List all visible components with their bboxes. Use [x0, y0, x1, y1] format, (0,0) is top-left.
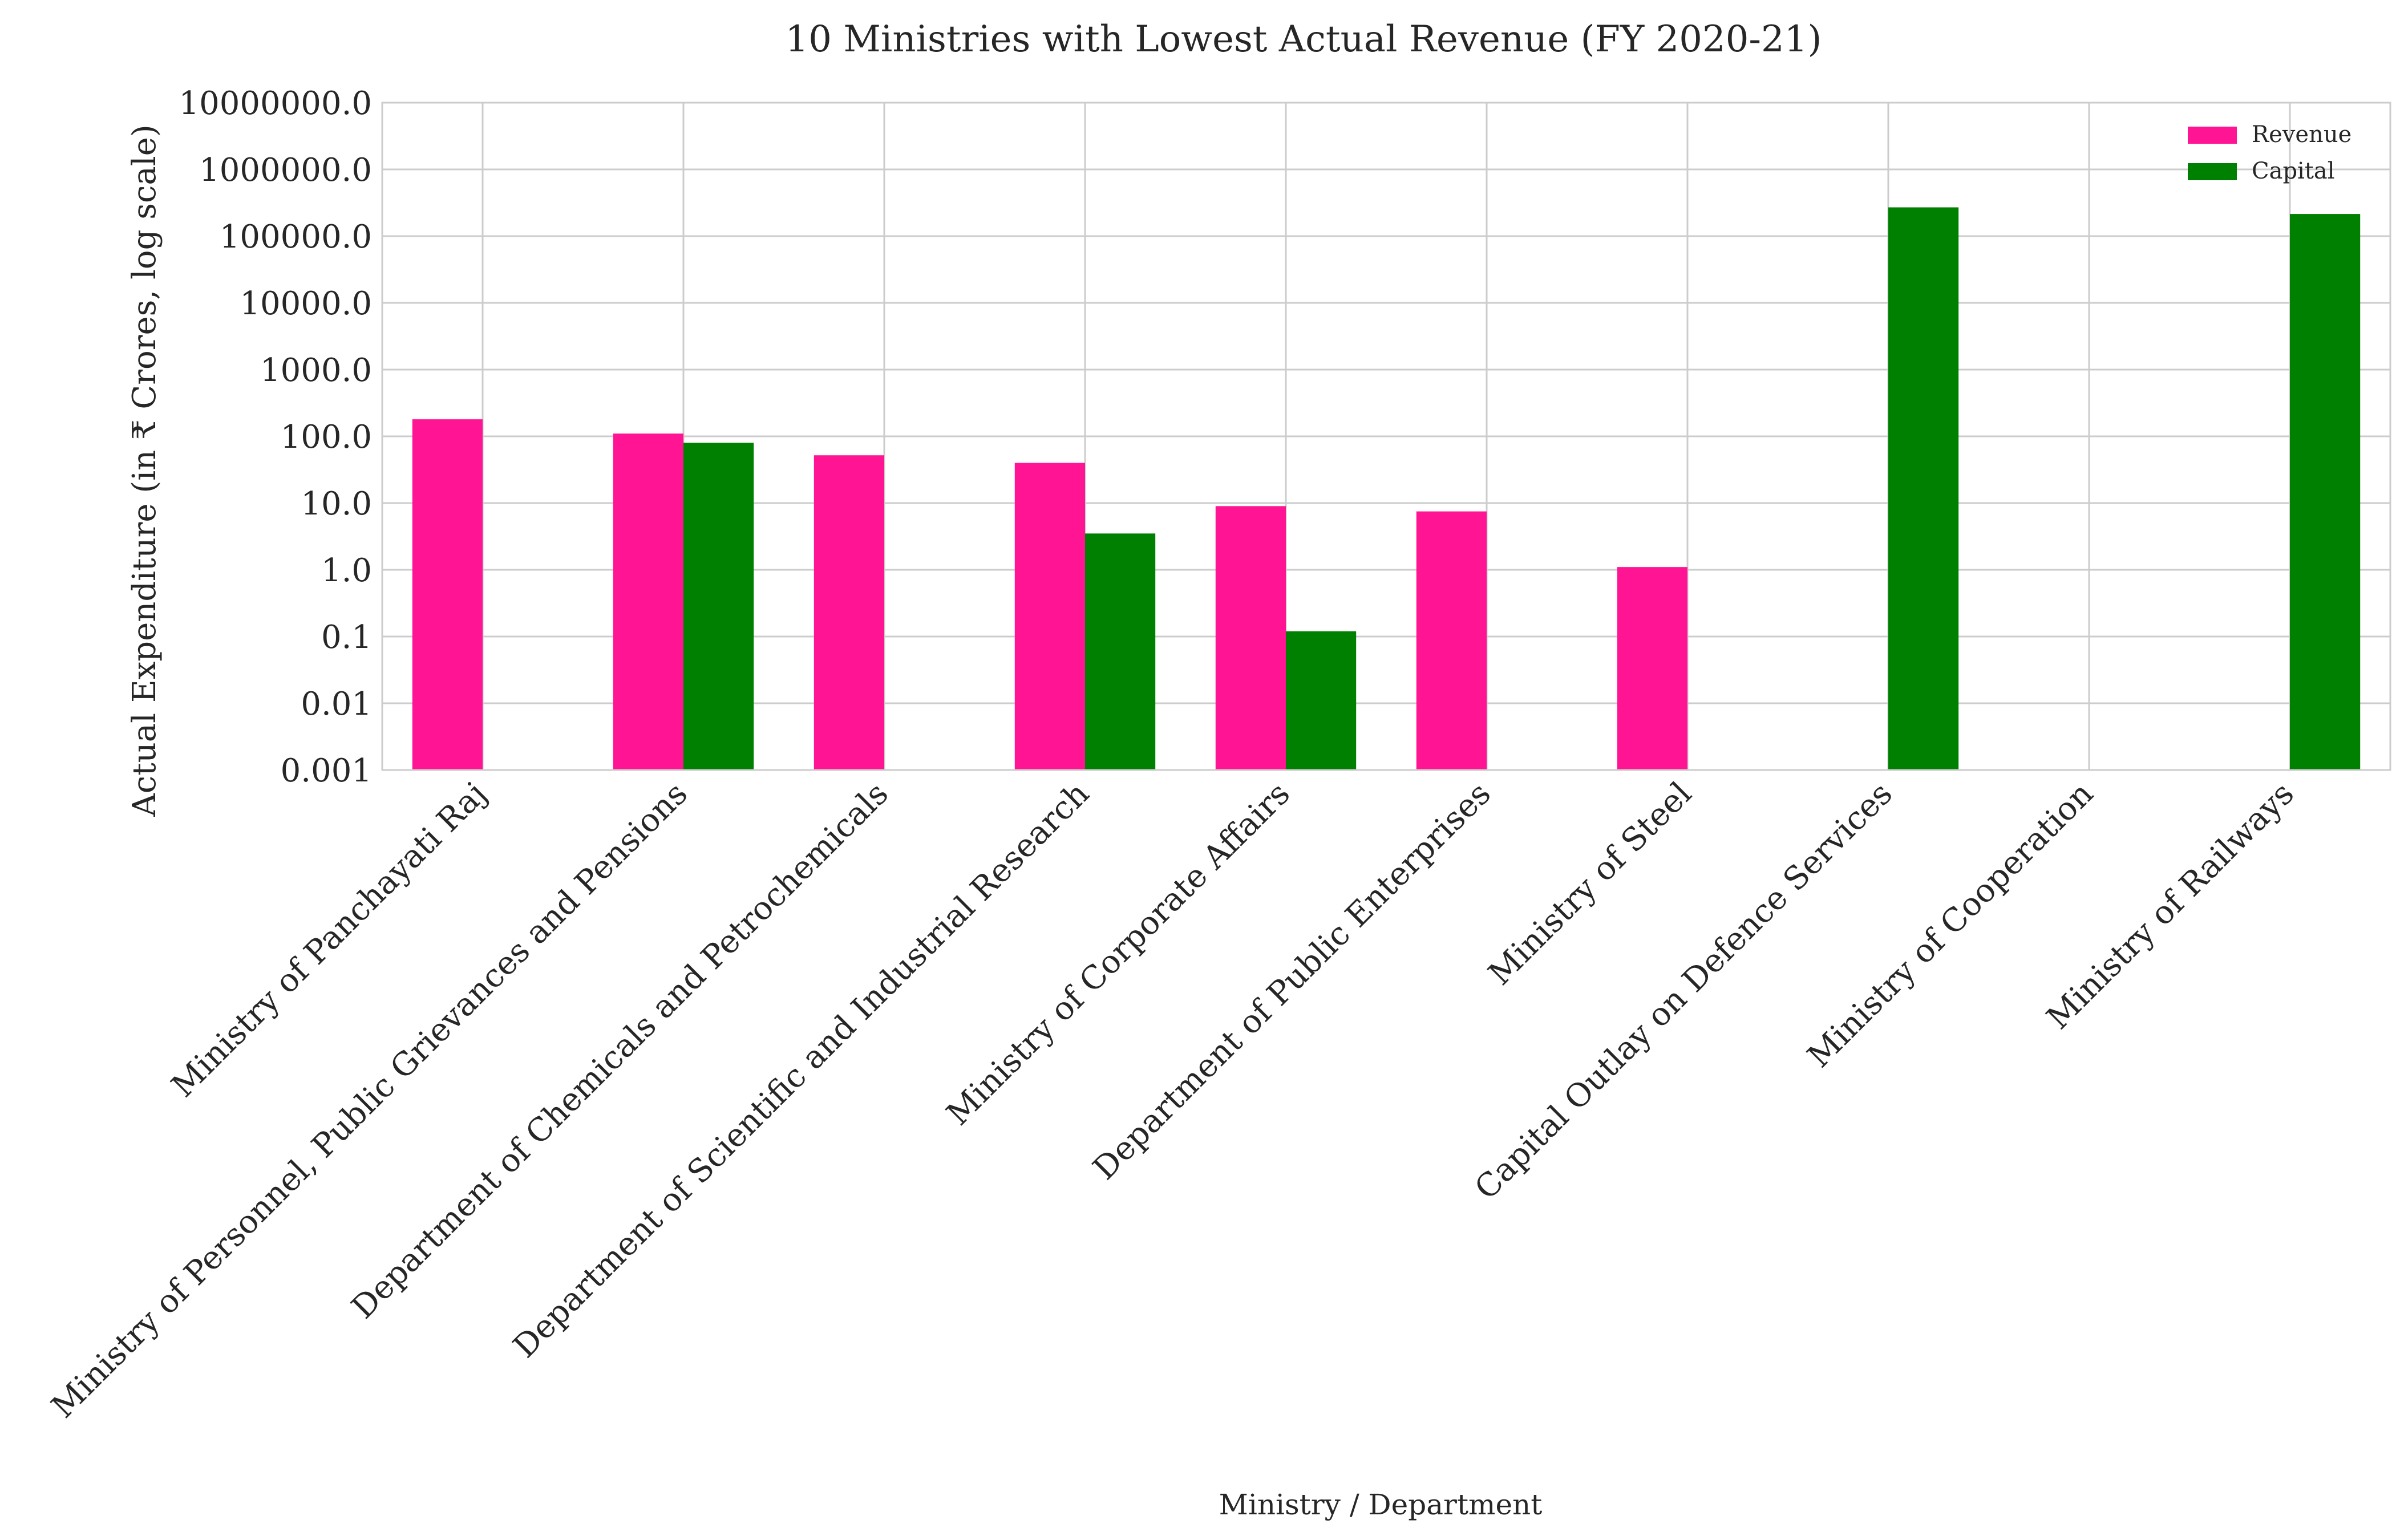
y-tick-label: 100.0 — [281, 419, 372, 456]
legend-label-capital: Capital — [2252, 158, 2335, 184]
plot-frame — [381, 102, 2391, 771]
y-tick-label: 0.001 — [281, 752, 372, 789]
bar-revenue-1 — [613, 433, 683, 770]
x-axis-label: Ministry / Department — [1219, 1488, 1543, 1521]
bars — [412, 207, 2361, 771]
bar-revenue-2 — [813, 455, 884, 770]
legend-swatch-revenue — [2188, 127, 2237, 144]
bar-revenue-5 — [1416, 511, 1487, 770]
y-tick-labels: 0.001 0.01 0.1 1.0 10.0 100.0 1000.0 10000.0 100… — [179, 85, 372, 789]
y-tick-label: 10.0 — [301, 485, 372, 522]
legend-label-revenue: Revenue — [2252, 121, 2352, 148]
y-tick-label: 1000.0 — [260, 352, 372, 389]
bar-revenue-0 — [412, 419, 483, 770]
chart-title: 10 Ministries with Lowest Actual Revenue… — [786, 18, 1822, 60]
bar-capital-9 — [2290, 214, 2361, 770]
legend-swatch-capital — [2188, 163, 2237, 180]
bar-capital-3 — [1085, 533, 1156, 770]
bar-capital-7 — [1888, 207, 1959, 771]
y-tick-label: 0.01 — [301, 686, 372, 723]
y-axis-label: Actual Expenditure (in ₹ Crores, log sca… — [126, 124, 163, 817]
bar-revenue-3 — [1014, 463, 1085, 770]
y-tick-label: 0.1 — [321, 619, 372, 656]
bar-capital-4 — [1286, 631, 1357, 770]
legend: Revenue Capital — [2188, 121, 2352, 184]
bar-revenue-6 — [1617, 567, 1687, 770]
y-tick-label: 100000.0 — [220, 218, 372, 256]
y-tick-label: 1.0 — [321, 552, 372, 589]
y-tick-label: 10000.0 — [240, 285, 372, 322]
bar-revenue-4 — [1215, 506, 1286, 770]
y-tick-label: 1000000.0 — [199, 152, 372, 189]
bar-capital-1 — [683, 443, 754, 770]
y-tick-label: 10000000.0 — [179, 85, 372, 122]
